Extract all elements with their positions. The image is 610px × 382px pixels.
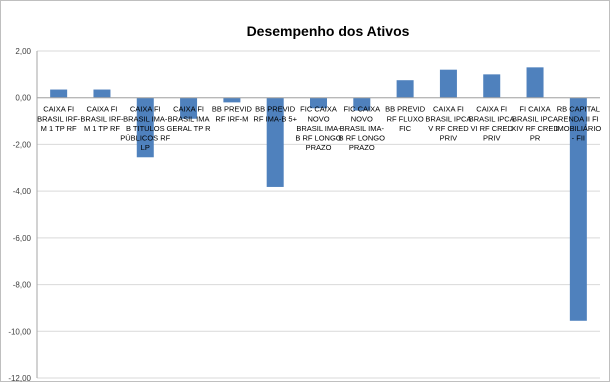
y-tick-label: -12,00	[8, 374, 31, 382]
category-label: FIC CAIXA NOVO BRASIL IMA-B RF LONGO PRAZO	[339, 105, 385, 152]
bar	[223, 97, 241, 103]
chart-title: Desempenho dos Ativos	[247, 23, 410, 39]
axes	[36, 51, 600, 378]
category-label: BB PREVID RF IMA-B 5+	[253, 105, 297, 124]
y-tick-label: -8,00	[13, 281, 32, 290]
category-label: CAIXA FI BRASIL IRF-M 1 TP RF	[80, 105, 124, 133]
bar	[266, 97, 284, 187]
category-label: RB CAPITAL RENDA II FI IMOBILIÁRIO - FII	[555, 105, 601, 143]
y-tick-label: 0,00	[15, 94, 31, 103]
bar	[93, 89, 111, 98]
category-label: CAIXA FI BRASIL IMA-B TITULOS PÚBLICOS RF L…	[120, 105, 170, 152]
category-label: BB PREVID RF FLUXO FIC	[385, 105, 426, 133]
y-tick-label: -6,00	[13, 234, 32, 243]
category-label: FI CAIXA BRASIL IPCA XIV RF CRED PR	[511, 105, 559, 143]
category-label: FIC CAIXA NOVO BRASIL IMA-B RF LONGO PRAZO	[295, 105, 341, 152]
category-label: CAIXA FI BRASIL IRF-M 1 TP RF	[37, 105, 81, 133]
bars	[50, 67, 587, 321]
y-tick-label: -2,00	[13, 140, 32, 149]
bar	[526, 67, 544, 98]
bar	[180, 97, 198, 119]
bar	[50, 89, 68, 98]
bar	[136, 97, 154, 158]
y-axis-tick-labels: 2,00 0,00 -2,00 -4,00 -6,00 -8,00 -10,00 -12,00	[8, 47, 31, 382]
bar	[439, 69, 457, 98]
category-label: CAIXA FI BRASIL IPCA V RF CRED PRIV	[425, 105, 471, 143]
category-label: CAIXA FI BRASIL IPCA VI RF CRED PRIV	[469, 105, 515, 143]
bar	[396, 80, 414, 98]
bar	[483, 74, 501, 98]
y-tick-label: 2,00	[15, 47, 31, 56]
bar	[353, 97, 371, 111]
y-tick-label: -4,00	[13, 187, 32, 196]
bar	[310, 97, 327, 109]
category-label: BB PREVID RF IRF-M	[212, 105, 253, 124]
y-tick-label: -10,00	[8, 327, 31, 336]
bar	[569, 97, 587, 321]
category-label: CAIXA FI BRASIL IMA GERAL TP R	[167, 105, 212, 133]
